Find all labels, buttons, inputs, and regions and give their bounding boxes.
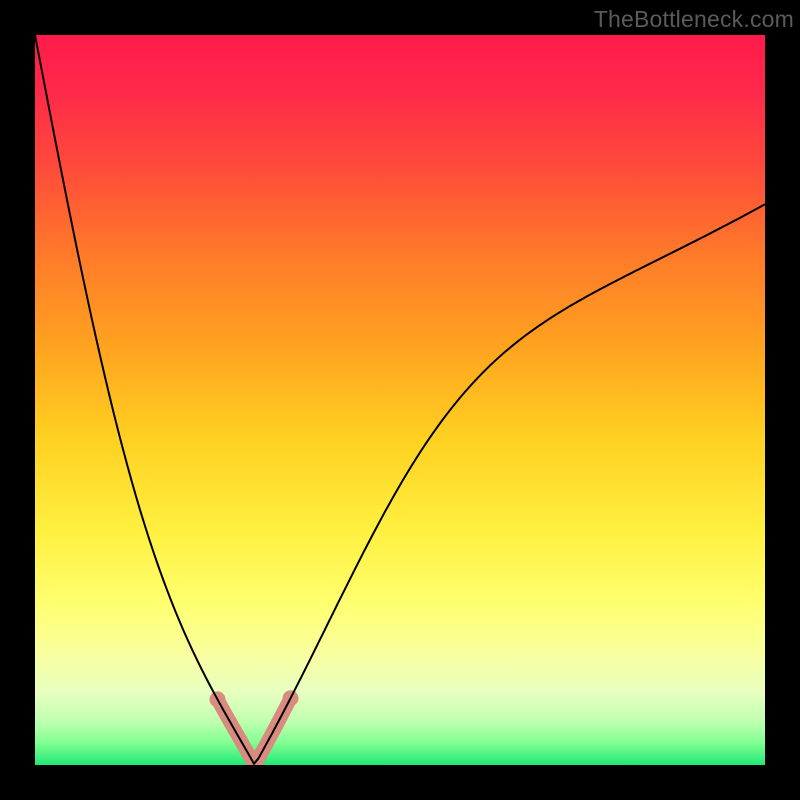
figure-root: TheBottleneck.com xyxy=(0,0,800,800)
gradient-background xyxy=(35,35,765,765)
plot-svg xyxy=(35,35,765,765)
watermark-text: TheBottleneck.com xyxy=(594,6,794,33)
